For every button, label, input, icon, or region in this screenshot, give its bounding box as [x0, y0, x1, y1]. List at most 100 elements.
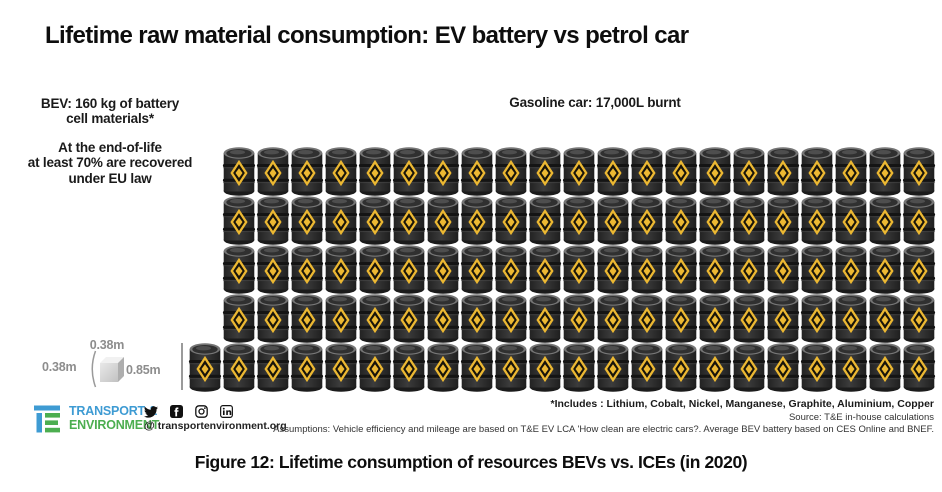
- oil-barrel-icon: [494, 341, 528, 393]
- oil-barrel-icon: [562, 292, 596, 344]
- oil-barrel-icon: [426, 292, 460, 344]
- oil-barrel-icon: [698, 243, 732, 295]
- oil-barrel-icon: [562, 194, 596, 246]
- oil-barrel-icon: [494, 194, 528, 246]
- oil-barrel-icon: [528, 341, 562, 393]
- oil-barrel-icon: [324, 341, 358, 393]
- oil-barrel-icon: [698, 194, 732, 246]
- oil-barrel-icon: [664, 145, 698, 197]
- oil-barrel-icon: [834, 145, 868, 197]
- oil-barrel-icon: [528, 243, 562, 295]
- oil-barrel-icon: [392, 341, 426, 393]
- footnote-source: Source: T&E in-house calculations: [788, 412, 934, 423]
- website-row: @ transportenvironment.org: [144, 420, 287, 432]
- oil-barrel-icon: [800, 194, 834, 246]
- oil-barrel-icon: [766, 145, 800, 197]
- oil-barrel-icon: [324, 243, 358, 295]
- oil-barrel-icon: [256, 145, 290, 197]
- oil-barrel-icon: [766, 194, 800, 246]
- page-title: Lifetime raw material consumption: EV ba…: [45, 22, 689, 49]
- oil-barrel-icon: [290, 292, 324, 344]
- oil-barrel-icon: [460, 292, 494, 344]
- bev-eol-line1: At the end-of-life: [58, 139, 162, 155]
- figure-caption: Figure 12: Lifetime consumption of resou…: [194, 452, 748, 472]
- oil-barrel-icon: [630, 341, 664, 393]
- oil-barrel-icon: [732, 145, 766, 197]
- oil-barrel-icon: [494, 292, 528, 344]
- oil-barrel-icon: [188, 341, 222, 393]
- oil-barrel-icon: [596, 341, 630, 393]
- oil-barrel-icon: [528, 194, 562, 246]
- oil-barrel-icon: [800, 243, 834, 295]
- oil-barrel-icon: [324, 145, 358, 197]
- bev-label-line1: BEV: 160 kg of battery: [40, 96, 180, 111]
- oil-barrel-icon: [902, 341, 936, 393]
- oil-barrel-icon: [392, 194, 426, 246]
- oil-barrel-icon: [868, 341, 902, 393]
- barrel-grid: [188, 145, 936, 390]
- oil-barrel-icon: [902, 243, 936, 295]
- oil-barrel-icon: [358, 243, 392, 295]
- barrel-row: [188, 341, 936, 390]
- oil-barrel-icon: [290, 194, 324, 246]
- oil-barrel-icon: [834, 341, 868, 393]
- logo-line-transport: TRANSPORT &: [69, 404, 158, 418]
- oil-barrel-icon: [256, 292, 290, 344]
- oil-barrel-icon: [460, 145, 494, 197]
- footnote-assumptions: Assumptions: Vehicle efficiency and mile…: [273, 424, 934, 435]
- bev-eol-line3: under EU law: [68, 170, 152, 186]
- oil-barrel-icon: [902, 292, 936, 344]
- oil-barrel-icon: [732, 292, 766, 344]
- oil-barrel-icon: [324, 292, 358, 344]
- bev-eol-line2: at least 70% are recovered: [27, 155, 193, 171]
- oil-barrel-icon: [698, 341, 732, 393]
- oil-barrel-icon: [222, 145, 256, 197]
- facebook-icon: [170, 405, 183, 418]
- oil-barrel-icon: [358, 145, 392, 197]
- oil-barrel-icon: [256, 194, 290, 246]
- oil-barrel-icon: [392, 145, 426, 197]
- oil-barrel-icon: [732, 194, 766, 246]
- oil-barrel-icon: [868, 292, 902, 344]
- barrel-height-label: 0.85m: [126, 363, 161, 377]
- oil-barrel-icon: [596, 145, 630, 197]
- oil-barrel-icon: [358, 292, 392, 344]
- at-icon: @: [144, 420, 155, 432]
- oil-barrel-icon: [834, 194, 868, 246]
- oil-barrel-icon: [732, 243, 766, 295]
- oil-barrel-icon: [528, 292, 562, 344]
- oil-barrel-icon: [222, 194, 256, 246]
- cube-width-label: 0.38m: [89, 338, 125, 352]
- oil-barrel-icon: [256, 243, 290, 295]
- transport-environment-logo-icon: [34, 405, 60, 433]
- oil-barrel-icon: [324, 194, 358, 246]
- oil-barrel-icon: [426, 145, 460, 197]
- twitter-icon: [144, 405, 158, 418]
- oil-barrel-icon: [664, 194, 698, 246]
- oil-barrel-icon: [358, 194, 392, 246]
- cube-height-label: 0.38m: [42, 360, 77, 374]
- oil-barrel-icon: [834, 292, 868, 344]
- oil-barrel-icon: [426, 341, 460, 393]
- oil-barrel-icon: [596, 292, 630, 344]
- oil-barrel-icon: [664, 341, 698, 393]
- oil-barrel-icon: [494, 145, 528, 197]
- oil-barrel-icon: [358, 341, 392, 393]
- bev-label-line2: cell materials*: [66, 111, 154, 127]
- oil-barrel-icon: [630, 194, 664, 246]
- oil-barrel-icon: [222, 243, 256, 295]
- oil-barrel-icon: [460, 341, 494, 393]
- oil-barrel-icon: [868, 194, 902, 246]
- social-icons-row: [144, 405, 233, 418]
- bev-label-block: BEV: 160 kg of battery cell materials* A…: [10, 96, 210, 186]
- footnotes-block: *Includes : Lithium, Cobalt, Nickel, Man…: [214, 398, 934, 435]
- oil-barrel-icon: [596, 194, 630, 246]
- oil-barrel-icon: [664, 243, 698, 295]
- oil-barrel-icon: [392, 292, 426, 344]
- gasoline-label: Gasoline car: 17,000L burnt: [509, 95, 681, 110]
- oil-barrel-icon: [902, 145, 936, 197]
- barrel-row: [188, 243, 936, 292]
- oil-barrel-icon: [630, 243, 664, 295]
- footnote-includes: *Includes : Lithium, Cobalt, Nickel, Man…: [550, 398, 935, 410]
- bev-materials-cube-icon: [100, 357, 124, 382]
